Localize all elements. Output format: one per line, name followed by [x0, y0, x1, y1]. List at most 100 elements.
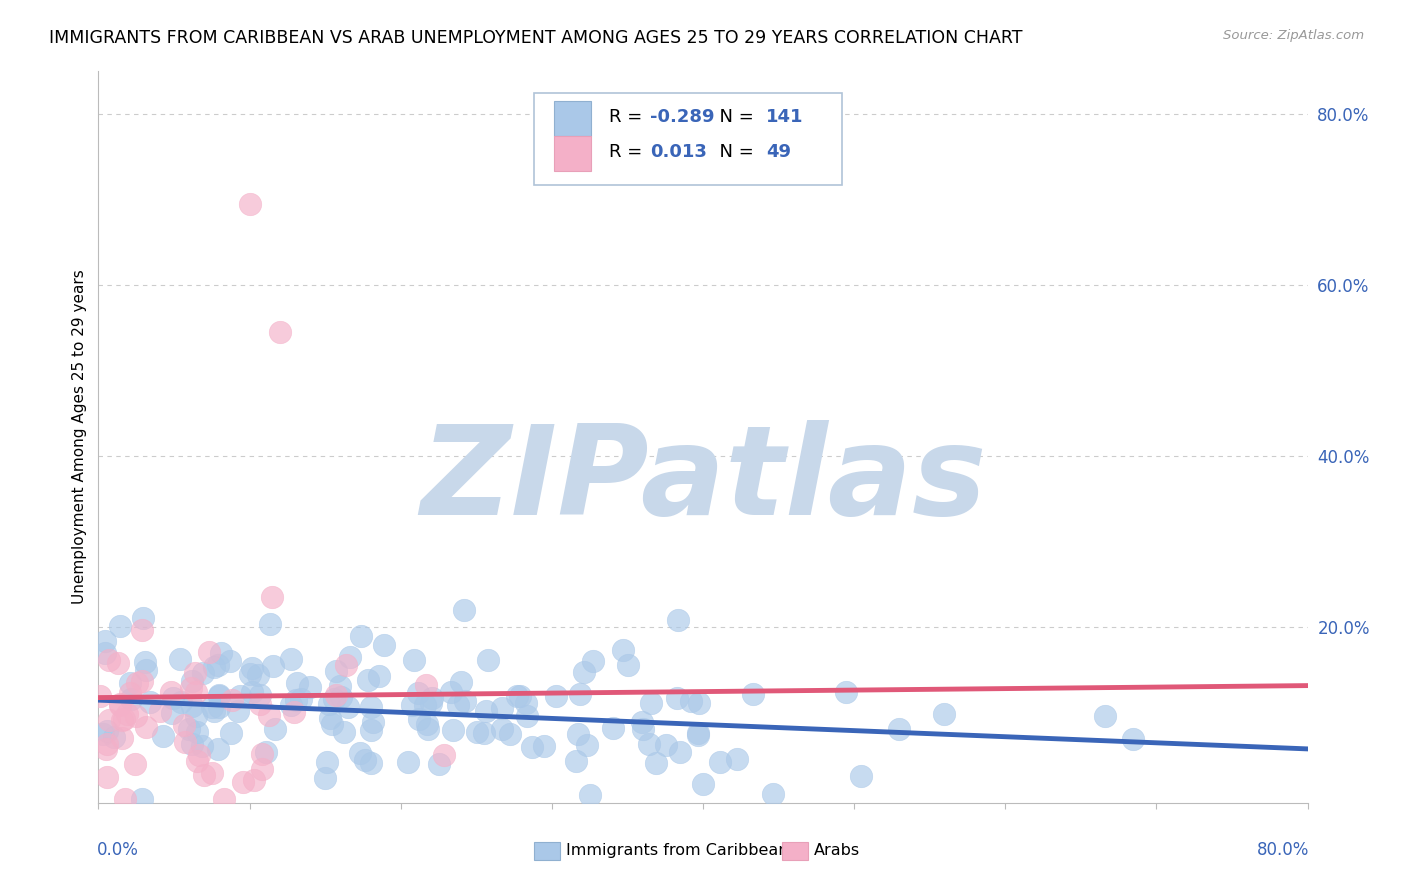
Point: [96, 770, 118, 784]
Point: [252, 762, 274, 776]
Point: [408, 712, 430, 726]
Point: [179, 722, 201, 736]
Bar: [554, 101, 591, 136]
Point: [208, 689, 231, 703]
Point: [240, 660, 263, 674]
Point: [285, 676, 308, 690]
Point: [262, 591, 284, 605]
Text: N =: N =: [707, 143, 759, 161]
Point: [454, 694, 477, 708]
Point: [209, 646, 232, 660]
Point: [1122, 731, 1144, 746]
Point: [221, 693, 243, 707]
Point: [262, 659, 284, 673]
Point: [149, 704, 172, 718]
Text: R =: R =: [609, 143, 648, 161]
Point: [125, 709, 148, 723]
Point: [239, 197, 262, 211]
Point: [108, 698, 131, 712]
Point: [180, 673, 202, 688]
Point: [118, 675, 141, 690]
Point: [243, 772, 266, 787]
Point: [125, 675, 148, 690]
Point: [186, 754, 208, 768]
Point: [184, 665, 207, 680]
Point: [91, 727, 114, 741]
Point: [644, 756, 666, 770]
Point: [110, 619, 132, 633]
Text: R =: R =: [609, 108, 648, 126]
Point: [89, 690, 111, 704]
Point: [360, 723, 382, 738]
Point: [427, 757, 450, 772]
Point: [396, 755, 419, 769]
Point: [254, 745, 277, 759]
Point: [207, 742, 229, 756]
Text: 49: 49: [766, 143, 792, 161]
Point: [280, 652, 302, 666]
Point: [169, 652, 191, 666]
Point: [360, 700, 382, 714]
Bar: [554, 136, 591, 170]
Point: [202, 660, 225, 674]
Point: [191, 739, 214, 753]
Point: [239, 667, 262, 681]
Point: [475, 704, 498, 718]
Point: [567, 727, 589, 741]
Point: [450, 675, 472, 690]
Point: [325, 689, 347, 703]
Point: [602, 721, 624, 735]
Point: [207, 657, 229, 672]
Point: [202, 704, 225, 718]
Point: [520, 740, 543, 755]
Point: [491, 701, 513, 715]
Text: IMMIGRANTS FROM CARIBBEAN VS ARAB UNEMPLOYMENT AMONG AGES 25 TO 29 YEARS CORRELA: IMMIGRANTS FROM CARIBBEAN VS ARAB UNEMPL…: [49, 29, 1022, 46]
Point: [889, 723, 911, 737]
Text: ZIPatlas: ZIPatlas: [420, 420, 986, 541]
Point: [617, 657, 640, 672]
Point: [228, 704, 250, 718]
Point: [108, 698, 131, 712]
Point: [131, 624, 153, 638]
Point: [201, 699, 224, 714]
Point: [96, 724, 118, 739]
Point: [688, 696, 710, 710]
Bar: [782, 841, 808, 860]
Point: [575, 738, 598, 752]
Point: [465, 725, 488, 739]
Y-axis label: Unemployment Among Ages 25 to 29 years: Unemployment Among Ages 25 to 29 years: [72, 269, 87, 605]
Point: [762, 788, 785, 802]
Point: [232, 775, 254, 789]
Point: [229, 689, 252, 703]
Point: [107, 657, 129, 671]
Point: [321, 717, 343, 731]
Point: [218, 654, 240, 668]
Point: [404, 652, 426, 666]
Point: [193, 768, 215, 782]
Point: [314, 771, 336, 785]
Point: [665, 690, 688, 705]
Text: Arabs: Arabs: [814, 843, 860, 858]
Point: [325, 664, 347, 678]
Point: [259, 617, 281, 632]
Point: [186, 725, 208, 739]
Point: [533, 739, 555, 754]
FancyBboxPatch shape: [534, 94, 842, 185]
Point: [413, 698, 436, 712]
Point: [131, 791, 153, 805]
Point: [506, 690, 529, 704]
Point: [290, 692, 312, 706]
Point: [124, 756, 146, 771]
Point: [159, 685, 181, 699]
Point: [1094, 709, 1116, 723]
Point: [132, 611, 155, 625]
Point: [415, 716, 437, 731]
Point: [115, 706, 138, 721]
Text: -0.289: -0.289: [650, 108, 714, 126]
Point: [681, 694, 703, 708]
Point: [669, 745, 692, 759]
Point: [433, 747, 456, 762]
Point: [336, 700, 359, 714]
Point: [121, 692, 143, 706]
Point: [638, 737, 661, 751]
